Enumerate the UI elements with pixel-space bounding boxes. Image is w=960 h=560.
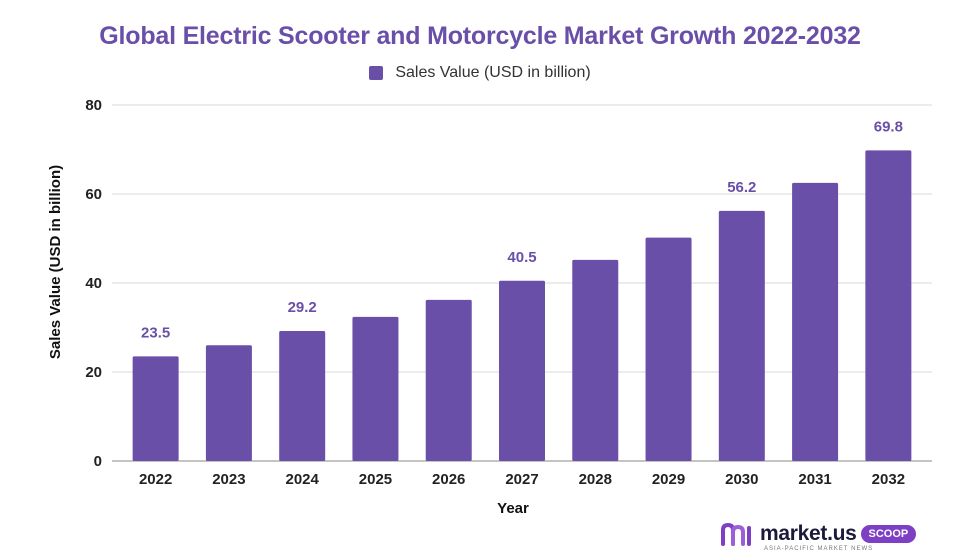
legend: Sales Value (USD in billion) xyxy=(0,64,960,82)
bar xyxy=(865,150,912,461)
data-label: 23.5 xyxy=(141,324,170,341)
legend-label: Sales Value (USD in billion) xyxy=(395,64,591,81)
x-tick-label: 2030 xyxy=(725,471,758,488)
x-tick-label: 2031 xyxy=(798,471,831,488)
x-tick-label: 2026 xyxy=(432,471,465,488)
x-axis-ticks: 2022 2023 2024 2025 2026 2027 2028 2029 2030 2031… xyxy=(139,471,905,488)
y-tick-label: 80 xyxy=(85,97,102,114)
x-tick-label: 2023 xyxy=(212,471,245,488)
x-tick-label: 2024 xyxy=(285,471,319,488)
data-label: 40.5 xyxy=(507,249,536,266)
bar xyxy=(792,182,839,461)
y-axis-title: Sales Value (USD in billion) xyxy=(47,165,64,359)
x-axis-title: Year xyxy=(497,500,529,517)
x-tick-label: 2022 xyxy=(139,471,172,488)
bar xyxy=(279,331,326,461)
data-label: 56.2 xyxy=(727,179,756,196)
x-tick-label: 2032 xyxy=(872,471,905,488)
bar xyxy=(718,210,765,461)
bar xyxy=(645,237,692,461)
bar xyxy=(572,259,619,461)
bar xyxy=(132,356,179,461)
brand-name: market.us xyxy=(760,522,857,545)
y-tick-label: 40 xyxy=(85,275,102,292)
x-tick-label: 2027 xyxy=(505,471,538,488)
bar xyxy=(425,299,472,461)
bar xyxy=(205,345,252,461)
chart-title: Global Electric Scooter and Motorcycle M… xyxy=(99,22,861,50)
bar xyxy=(499,280,545,461)
market-us-logo-icon xyxy=(721,522,751,546)
legend-swatch xyxy=(369,66,384,80)
x-tick-label: 2025 xyxy=(359,471,392,488)
x-tick-label: 2029 xyxy=(652,471,685,488)
data-label: 69.8 xyxy=(874,118,903,135)
bars xyxy=(132,150,912,461)
brand-tagline: ASIA-PACIFIC MARKET NEWS xyxy=(764,546,874,552)
brand-logo: market.us SCOOP ASIA-PACIFIC MARKET NEWS xyxy=(720,522,917,552)
x-tick-label: 2028 xyxy=(579,471,612,488)
data-labels: 23.5 29.2 40.5 56.2 69.8 xyxy=(141,118,903,341)
bar xyxy=(352,316,399,461)
brand-badge: SCOOP xyxy=(860,525,917,543)
y-tick-label: 0 xyxy=(94,453,102,470)
y-tick-label: 20 xyxy=(85,364,102,381)
y-tick-label: 60 xyxy=(85,186,102,203)
data-label: 29.2 xyxy=(288,299,317,316)
y-axis-ticks: 0 20 40 60 80 xyxy=(85,97,102,470)
